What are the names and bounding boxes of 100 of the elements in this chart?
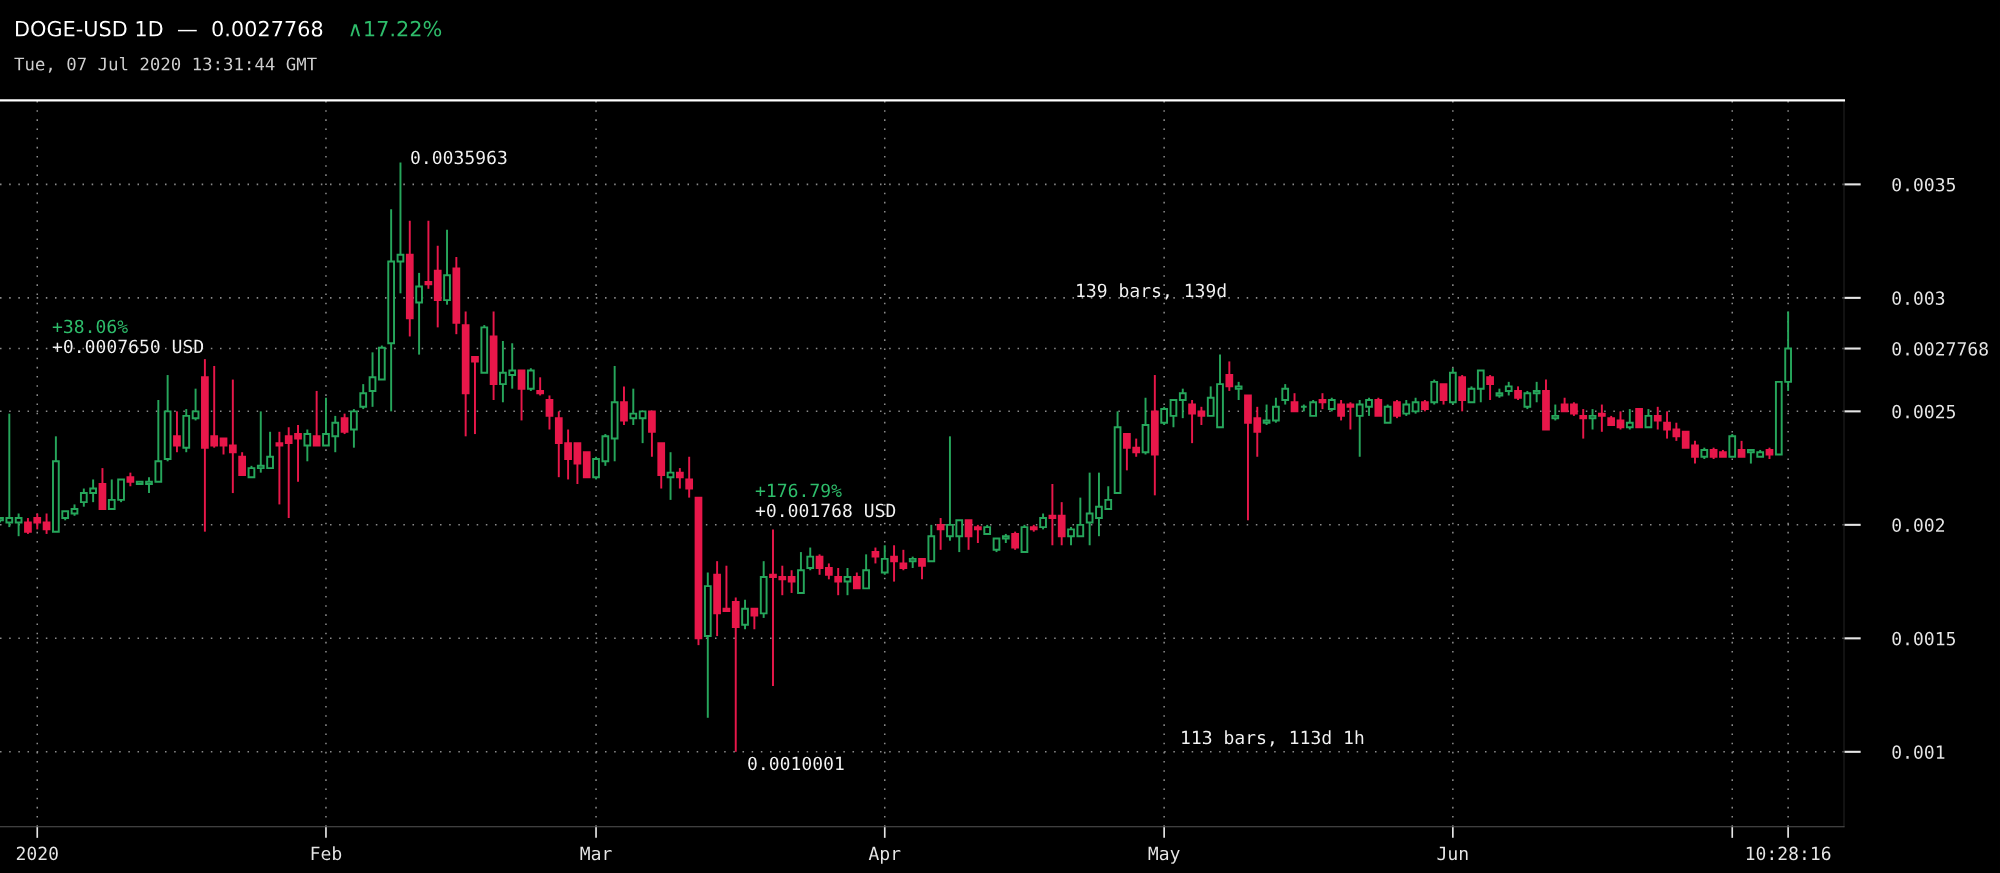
candlestick <box>1635 408 1643 429</box>
candlestick <box>573 442 582 485</box>
x-tick-label: 10:28:16 <box>1746 846 1831 861</box>
candlestick <box>1374 396 1383 417</box>
candlestick <box>415 271 423 356</box>
candlestick <box>1290 392 1299 413</box>
candlestick <box>1476 369 1485 404</box>
candlestick <box>648 410 656 458</box>
candlestick <box>340 412 349 436</box>
chart-subtitle: Tue, 07 Jul 2020 13:31:44 GMT <box>14 57 317 73</box>
candlestick <box>629 387 638 426</box>
candlestick <box>1532 380 1541 404</box>
annotation: 113 bars, 113d 1h <box>1182 730 1364 747</box>
candlestick <box>545 394 554 431</box>
candlestick <box>275 430 284 506</box>
x-tick-label: Apr <box>868 846 901 864</box>
annotation: +0.0007650 USD <box>52 339 204 354</box>
candlestick <box>14 512 23 538</box>
candlestick <box>1625 408 1634 431</box>
candlestick <box>815 553 824 576</box>
candlestick <box>1197 405 1206 426</box>
candlestick <box>1430 378 1439 406</box>
candlestick <box>787 569 796 594</box>
candlestick <box>368 351 377 408</box>
candlestick <box>964 519 973 551</box>
candlestick <box>238 451 246 476</box>
candlestick <box>880 544 889 576</box>
candlestick <box>1225 360 1234 392</box>
candlestick <box>424 219 433 290</box>
candlestick <box>1728 433 1737 458</box>
candlestick <box>1188 399 1196 445</box>
candlestick <box>1663 410 1671 440</box>
y-tick-label: 0.0025 <box>1892 404 1955 419</box>
candlestick <box>1011 530 1019 551</box>
candlestick <box>1262 403 1271 426</box>
candlestick <box>862 553 870 590</box>
candlestick <box>620 385 628 426</box>
candlestick <box>1644 408 1653 429</box>
candlestick <box>638 410 647 445</box>
annotation: +176.79% <box>755 483 842 498</box>
annotation: +38.06% <box>52 319 128 334</box>
y-tick-label: 0.003 <box>1892 291 1945 306</box>
candlestick <box>666 451 675 501</box>
candlestick <box>974 523 982 544</box>
y-tick-label: 0.002 <box>1892 518 1945 533</box>
y-tick-label: 0.0035 <box>1892 177 1955 192</box>
candlestick <box>1281 383 1290 406</box>
candlestick <box>517 369 526 422</box>
candlestick <box>676 467 684 490</box>
candlestick <box>1383 403 1392 424</box>
candlestick <box>1178 387 1187 420</box>
x-tick-label: Feb <box>311 846 342 861</box>
candlestick <box>1616 410 1625 431</box>
candlestick <box>526 367 535 392</box>
candlestick <box>1588 408 1597 431</box>
candlestick <box>918 557 926 581</box>
candlestick <box>750 607 759 631</box>
candlestick <box>1523 389 1532 411</box>
x-tick-label: 2020 <box>16 846 58 861</box>
candlestick <box>899 548 908 572</box>
candlestick <box>1486 374 1494 401</box>
y-tick-label: 0.0027768 <box>1892 342 1988 356</box>
candlestick <box>1057 501 1066 547</box>
candlestick <box>1653 405 1662 431</box>
candlestick <box>1085 471 1094 547</box>
candlestick <box>1169 399 1178 429</box>
annotation: 139 bars, 139d <box>1077 283 1226 300</box>
candlestick <box>1579 408 1588 440</box>
candlestick <box>173 410 181 454</box>
candlestick <box>359 383 368 411</box>
y-tick-label: 0.001 <box>1892 745 1945 759</box>
candlestick <box>890 544 898 583</box>
candlestick <box>228 378 237 495</box>
candlestick <box>834 567 843 597</box>
candlestick <box>350 408 358 449</box>
candlestick <box>303 428 312 463</box>
candlestick <box>1048 483 1057 547</box>
candlestick <box>536 376 545 397</box>
x-tick-label: May <box>1148 846 1180 864</box>
candlestick <box>685 455 694 499</box>
candlestick <box>1439 383 1448 406</box>
candlestick <box>191 387 200 422</box>
x-tick-label: Jun <box>1437 846 1468 861</box>
text: ∧17.22% <box>350 20 442 37</box>
candlestick <box>1346 401 1355 431</box>
chart-title: DOGE-USD 1D — 0.0027768 <box>16 20 323 37</box>
candlestick <box>1160 405 1168 426</box>
candlestick <box>797 551 805 594</box>
candlestick <box>936 517 945 551</box>
candlestick <box>1272 396 1280 424</box>
candlestick <box>312 389 321 447</box>
candlestick <box>1234 380 1243 401</box>
candlestick <box>1337 399 1345 422</box>
candlestick <box>806 546 815 572</box>
candlestick <box>741 598 749 631</box>
candlestick <box>722 564 731 613</box>
candlestick <box>1458 374 1467 413</box>
candlestick <box>1598 403 1606 433</box>
candlestick <box>843 567 852 597</box>
y-tick-label: 0.0015 <box>1892 631 1955 646</box>
